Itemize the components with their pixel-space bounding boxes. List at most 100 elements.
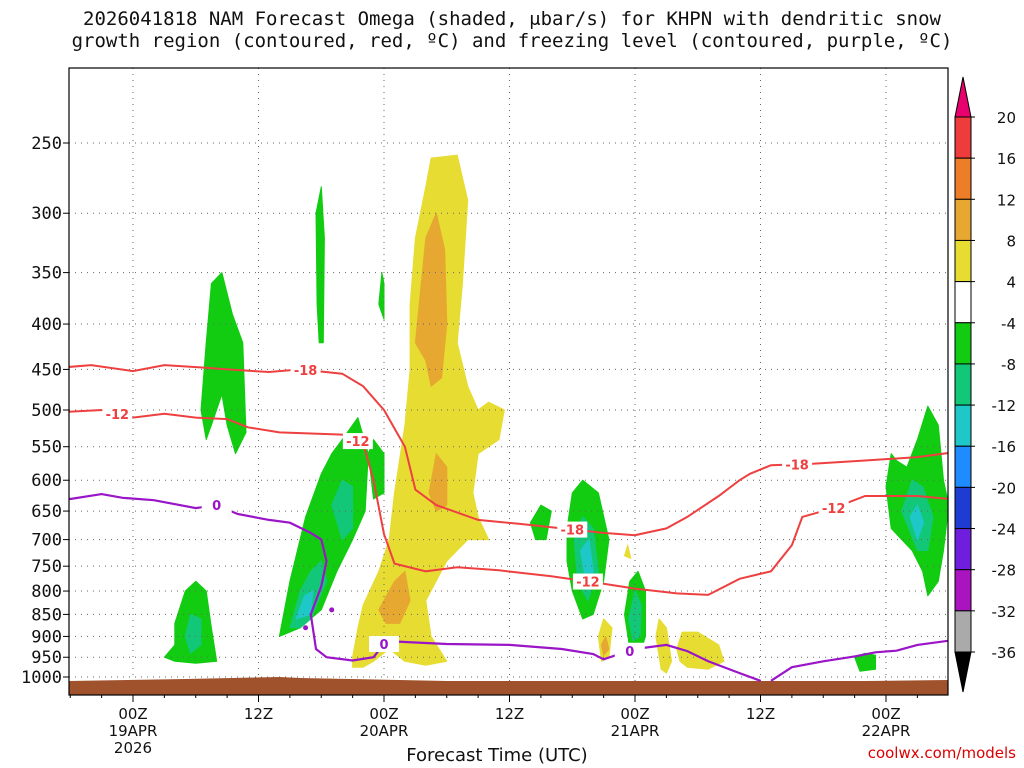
x-tick-label: 00Z [871, 705, 900, 723]
freezing-level-dot [303, 625, 309, 631]
dgz-minus12-label-1-bg [102, 405, 133, 422]
colorbar-label: 12 [997, 191, 1016, 209]
colorbar-segment [954, 157, 972, 200]
y-tick-label-500: 500 [31, 401, 62, 421]
y-tick-label-900: 900 [31, 627, 62, 647]
ground-terrain [69, 677, 948, 695]
x-tick-label: 00Z [118, 705, 147, 723]
y-tick-label-550: 550 [31, 438, 62, 458]
colorbar-segment [954, 281, 972, 324]
colorbar-legend: 20 16 12 8 4 -4 -8 -12 -16 -20 -24 -28 -32 -36 [954, 76, 1017, 693]
dgz-minus18-label-1-bg [290, 361, 321, 378]
x-tick-label: 12Z [746, 705, 775, 723]
ground-fill [69, 677, 948, 695]
colorbar-label: 16 [997, 150, 1016, 168]
omega-shade-region-10 [352, 154, 505, 668]
dgz-minus12-label-3: -12 [576, 576, 600, 591]
y-tick-label-850: 850 [31, 605, 62, 625]
omega-shading [163, 154, 948, 674]
plot-frame [68, 67, 949, 696]
colorbar-label: -8 [1001, 356, 1016, 374]
omega-shade-region-8 [378, 272, 385, 320]
contours: -18 -18 -18 -12 -12 -12 -12 0 0 0 [69, 361, 948, 682]
dgz-minus18-label-3-bg [782, 456, 813, 473]
x-tick-label: 19APR [109, 722, 158, 740]
freezing-level-label-1: 0 [212, 499, 221, 514]
omega-shade-region-7 [315, 186, 325, 344]
colorbar-label: 4 [1006, 274, 1016, 292]
x-tick-label: 00Z [369, 705, 398, 723]
omega-shade-region-1 [184, 613, 202, 654]
omega-shade-region-3 [278, 417, 369, 637]
omega-shade-region-13 [378, 570, 411, 624]
freezing-level-dot [329, 607, 335, 613]
omega-shade-region-23 [676, 631, 725, 670]
freezing-level-label-2: 0 [379, 638, 388, 653]
colorbar-label: -12 [992, 397, 1017, 415]
dgz-minus18-label-2: -18 [561, 524, 585, 539]
y-tick-label-450: 450 [31, 360, 62, 380]
colorbar-segment [954, 322, 972, 365]
dgz-minus18-label-3: -18 [785, 458, 809, 473]
omega-shade-region-11 [414, 212, 448, 387]
omega-shade-region-5 [295, 590, 314, 620]
freezing-level-label-3-bg [614, 642, 645, 659]
colorbar-label: -24 [992, 521, 1017, 539]
pressure-gridlines [69, 68, 948, 695]
x-tick-label: 21APR [611, 722, 660, 740]
colorbar-segment [954, 610, 972, 653]
y-tick-label-800: 800 [31, 582, 62, 602]
dgz-minus12-label-4: -12 [822, 502, 846, 517]
colorbar-segment [954, 486, 972, 530]
y-tick-label-300: 300 [31, 204, 62, 224]
freezing-level-label-3: 0 [625, 645, 634, 660]
omega-shade-region-24 [624, 544, 632, 559]
x-tick-label: 00Z [620, 705, 649, 723]
omega-shade-region-14 [529, 504, 552, 541]
omega-shade-region-21 [628, 590, 642, 642]
y-axis-ticks: 2503003504004505005506006507007508008509… [21, 134, 69, 688]
chart-title-line1: 2026041818 NAM Forecast Omega (shaded, μ… [83, 8, 941, 30]
x-tick-label: 20APR [360, 722, 409, 740]
x-axis-label: Forecast Time (UTC) [0, 745, 1024, 766]
y-tick-label-600: 600 [31, 471, 62, 491]
dgz-minus18-label-1: -18 [294, 364, 318, 379]
x-tick-label: 12Z [495, 705, 524, 723]
colorbar-label: 8 [1006, 232, 1016, 250]
dgz-minus12-label-4-bg [818, 500, 849, 517]
colorbar-label: -4 [1001, 315, 1016, 333]
freezing-level-label-2-bg [369, 636, 399, 653]
y-tick-label-250: 250 [31, 134, 62, 154]
dgz-minus18-contour [69, 364, 948, 537]
colorbar-top-arrow [954, 76, 972, 118]
colorbar-label: -32 [992, 603, 1017, 621]
colorbar-segment [954, 404, 972, 447]
omega-shade-region-6 [331, 479, 354, 541]
colorbar-label: -36 [992, 644, 1017, 662]
colorbar-label: 20 [997, 109, 1016, 127]
dgz-minus12-label-2-bg [342, 433, 373, 450]
x-axis-label-text: Forecast Time (UTC) [406, 745, 588, 766]
omega-shade-region-19 [601, 635, 610, 656]
colorbar-segment [954, 116, 972, 159]
y-tick-label-1000: 1000 [21, 668, 62, 688]
colorbar-label: -20 [992, 479, 1017, 497]
colorbar-label: -16 [992, 438, 1017, 456]
dgz-minus18-label-2-bg [557, 521, 588, 538]
colorbar-segment [954, 239, 972, 283]
dgz-minus12-label-2: -12 [346, 435, 370, 450]
colorbar-label: -28 [992, 562, 1017, 580]
x-tick-label: 2026 [114, 739, 152, 757]
colorbar-segment [954, 528, 972, 571]
freezing-level-label-1-bg [201, 497, 232, 514]
x-tick-label: 12Z [244, 705, 273, 723]
y-tick-label-950: 950 [31, 648, 62, 668]
dgz-minus12-label-3-bg [572, 573, 603, 590]
freezing-level-contour-2 [770, 639, 948, 682]
colorbar-segment [954, 363, 972, 406]
y-tick-label-350: 350 [31, 264, 62, 284]
colorbar-segment [954, 445, 972, 488]
omega-shade-region-12 [428, 453, 448, 512]
